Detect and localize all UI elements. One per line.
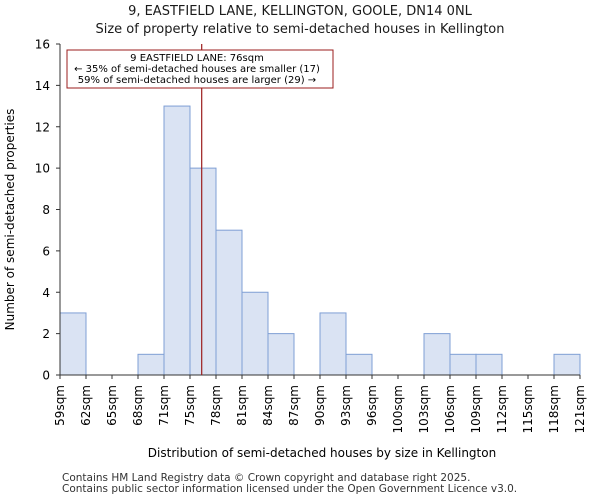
annotation-line-3: 59% of semi-detached houses are larger (… [78, 75, 316, 86]
x-tick-label: 62sqm [79, 385, 93, 426]
x-tick-label: 87sqm [287, 385, 301, 426]
y-tick-label: 6 [42, 244, 50, 258]
x-tick-label: 112sqm [495, 385, 509, 433]
bar-106sqm [449, 353, 477, 376]
bar-93sqm [345, 353, 373, 376]
bar-59sqm [59, 312, 87, 376]
x-tick-label: 90sqm [313, 385, 327, 426]
footer-line-1: Contains HM Land Registry data © Crown c… [62, 472, 471, 484]
x-tick-label: 103sqm [417, 385, 431, 433]
x-axis-label: Distribution of semi-detached houses by … [148, 446, 496, 460]
bar-81sqm [241, 291, 269, 376]
bar-75sqm [189, 167, 217, 376]
y-tick-label: 12 [35, 120, 50, 134]
x-tick-label: 65sqm [105, 385, 119, 426]
x-tick-label: 75sqm [183, 385, 197, 426]
y-tick-label: 4 [42, 286, 50, 300]
x-tick-label: 78sqm [209, 385, 223, 426]
y-tick-label: 2 [42, 327, 50, 341]
x-tick-label: 109sqm [469, 385, 483, 433]
x-tick-label: 118sqm [547, 385, 561, 433]
x-tick-label: 84sqm [261, 385, 275, 426]
annotation-line-1: 9 EASTFIELD LANE: 76sqm [130, 53, 264, 64]
footer-line-2: Contains public sector information licen… [62, 483, 518, 495]
y-tick-label: 8 [42, 203, 50, 217]
bar-68sqm [137, 353, 165, 376]
y-axis-label: Number of semi-detached properties [3, 109, 17, 331]
bar-78sqm [215, 229, 243, 376]
x-tick-label: 106sqm [443, 385, 457, 433]
chart-subtitle: Size of property relative to semi-detach… [95, 22, 505, 37]
chart-title: 9, EASTFIELD LANE, KELLINGTON, GOOLE, DN… [128, 4, 472, 19]
x-tick-label: 121sqm [573, 385, 587, 433]
x-tick-label: 81sqm [235, 385, 249, 426]
bar-103sqm [423, 333, 451, 376]
bar-71sqm [163, 105, 191, 376]
bar-90sqm [319, 312, 347, 376]
x-tick-label: 93sqm [339, 385, 353, 426]
bar-84sqm [267, 333, 295, 376]
bar-109sqm [475, 353, 503, 376]
annotation-box [66, 49, 334, 89]
y-tick-label: 16 [35, 38, 50, 52]
bar-118sqm [553, 353, 581, 376]
x-tick-label: 100sqm [391, 385, 405, 433]
y-tick-label: 14 [35, 79, 50, 93]
x-tick-label: 96sqm [365, 385, 379, 426]
y-tick-label: 0 [42, 369, 50, 383]
y-tick-label: 10 [35, 162, 50, 176]
x-tick-label: 59sqm [53, 385, 67, 426]
annotation-line-2: ← 35% of semi-detached houses are smalle… [74, 64, 320, 75]
x-tick-label: 71sqm [157, 385, 171, 426]
x-tick-label: 68sqm [131, 385, 145, 426]
x-tick-label: 115sqm [521, 385, 535, 433]
